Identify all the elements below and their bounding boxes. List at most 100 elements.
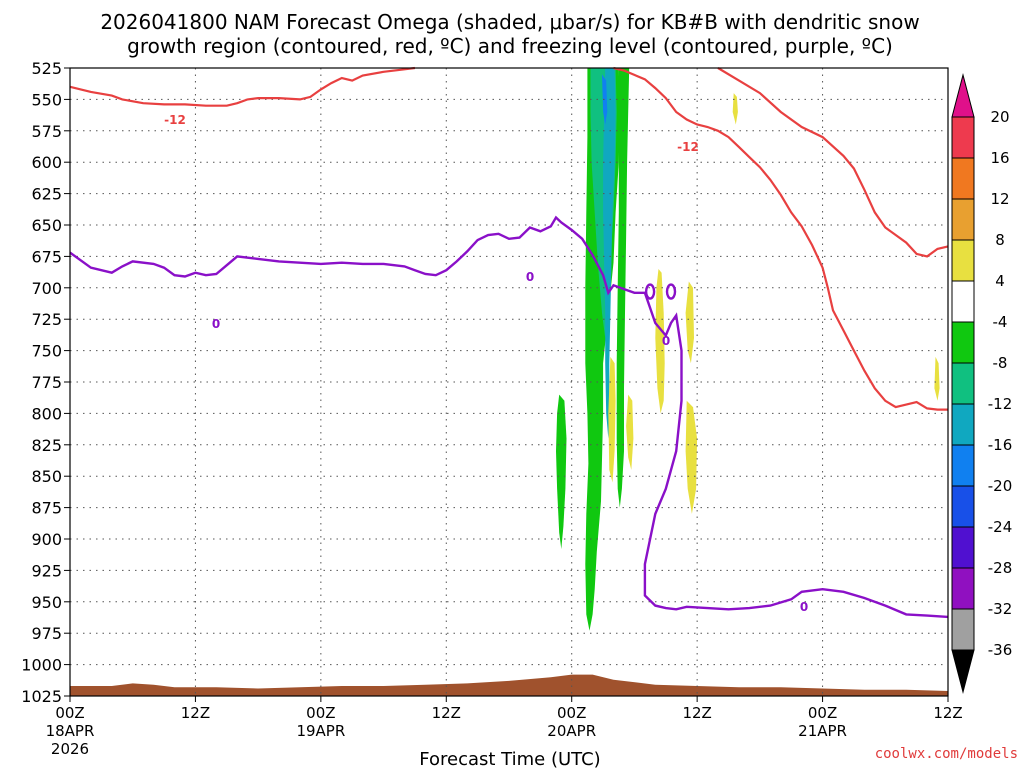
x-tick-date-6: 21APR <box>798 722 847 740</box>
omega-shade-10 <box>685 281 694 364</box>
x-tick-time-2: 00Z <box>306 704 335 722</box>
colorbar-swatch-10 <box>951 526 975 569</box>
plot-area: -12 -12 0 0 0 0 <box>69 66 949 697</box>
colorbar-label-2: 12 <box>990 190 1009 208</box>
y-tick-label-925: 925 <box>31 561 62 580</box>
dgz-contour-upper <box>69 66 416 107</box>
y-axis-ticks: 525 550 575 600 625 650 675 700 725 750 775 800 825 8… <box>21 59 70 706</box>
colorbar-swatch-3 <box>951 239 975 282</box>
colorbar-bottom-arrow <box>951 649 975 694</box>
omega-shade-12 <box>732 93 738 125</box>
omega-shading-layer <box>556 68 940 631</box>
credit-text: coolwx.com/models <box>875 746 1018 762</box>
colorbar-label-1: 16 <box>990 149 1009 167</box>
y-tick-label-650: 650 <box>31 216 62 235</box>
freezing-label-1: 0 <box>212 317 220 331</box>
colorbar-swatch-0 <box>951 116 975 159</box>
plot-background <box>70 68 948 696</box>
colorbar-label-6: -8 <box>993 354 1008 372</box>
freezing-label-2: 0 <box>526 270 534 284</box>
omega-shade-11 <box>685 400 698 514</box>
colorbar-label-8: -16 <box>988 436 1013 454</box>
colorbar-swatch-2 <box>951 198 975 241</box>
grid-layer <box>70 68 948 696</box>
colorbar-swatch-12 <box>951 608 975 651</box>
y-tick-label-975: 975 <box>31 624 62 643</box>
dgz-contour-right <box>613 66 948 411</box>
freezing-ring-0 <box>644 283 656 300</box>
colorbar-swatch-4 <box>951 280 975 323</box>
freezing-ring-1 <box>665 283 677 300</box>
colorbar-label-0: 20 <box>990 108 1009 126</box>
colorbar-swatch-8 <box>951 444 975 487</box>
colorbar-label-12: -32 <box>988 600 1013 618</box>
x-tick-time-3: 12Z <box>432 704 461 722</box>
dgz-contour-far <box>717 67 949 258</box>
x-tick-date-0: 18APR <box>46 722 95 740</box>
colorbar-label-10: -24 <box>988 518 1013 536</box>
colorbar-swatch-7 <box>951 403 975 446</box>
x-tick-date-2: 19APR <box>296 722 345 740</box>
x-tick-time-0: 00Z <box>55 704 84 722</box>
freezing-label-4: 0 <box>662 334 670 348</box>
colorbar-label-13: -36 <box>988 641 1013 659</box>
omega-shade-3 <box>592 426 599 539</box>
freezing-label-3: 0 <box>800 600 808 614</box>
colorbar-swatch-5 <box>951 321 975 364</box>
colorbar-swatch-11 <box>951 567 975 610</box>
y-tick-label-850: 850 <box>31 467 62 486</box>
y-tick-label-600: 600 <box>31 153 62 172</box>
contour-label-layer: -12 -12 0 0 0 0 <box>164 113 808 614</box>
colorbar-label-4: 4 <box>995 272 1005 290</box>
x-tick-time-5: 12Z <box>682 704 711 722</box>
y-tick-label-950: 950 <box>31 593 62 612</box>
chart-title-line-2: growth region (contoured, red, ºC) and f… <box>127 34 893 58</box>
dgz-label-upper: -12 <box>164 113 186 127</box>
colorbar-swatch-1 <box>951 157 975 200</box>
freezing-level-contour <box>69 215 949 619</box>
y-tick-label-725: 725 <box>31 310 62 329</box>
y-tick-label-1000: 1000 <box>21 656 62 675</box>
y-tick-label-675: 675 <box>31 247 62 266</box>
y-tick-label-875: 875 <box>31 499 62 518</box>
colorbar-swatch-9 <box>951 485 975 528</box>
y-tick-label-1025: 1025 <box>21 687 62 706</box>
x-axis-label: Forecast Time (UTC) <box>419 749 600 768</box>
omega-shade-13 <box>934 356 940 401</box>
omega-shade-2 <box>556 394 567 549</box>
y-tick-label-625: 625 <box>31 185 62 204</box>
x-tick-time-6: 00Z <box>808 704 837 722</box>
y-tick-label-525: 525 <box>31 59 62 78</box>
y-tick-label-700: 700 <box>31 279 62 298</box>
x-tick-time-4: 00Z <box>557 704 586 722</box>
omega-shade-7 <box>655 269 665 414</box>
colorbar-label-5: -4 <box>993 313 1008 331</box>
y-tick-label-550: 550 <box>31 90 62 109</box>
x-tick-time-7: 12Z <box>933 704 962 722</box>
terrain-fill <box>70 674 948 696</box>
y-tick-label-750: 750 <box>31 342 62 361</box>
contour-layer <box>69 66 949 619</box>
x-tick-time-1: 12Z <box>181 704 210 722</box>
omega-shade-5 <box>603 68 616 439</box>
terrain-layer <box>70 674 948 696</box>
omega-shade-8 <box>626 394 634 470</box>
y-tick-label-800: 800 <box>31 404 62 423</box>
colorbar: 20 16 12 8 4 -4 -8 -12 -16 -20 -24 -28 -32 -36 <box>951 73 1013 694</box>
y-tick-label-575: 575 <box>31 122 62 141</box>
colorbar-swatch-6 <box>951 362 975 405</box>
y-tick-label-900: 900 <box>31 530 62 549</box>
colorbar-top-arrow <box>951 73 975 118</box>
omega-shade-9 <box>608 356 616 483</box>
y-tick-label-825: 825 <box>31 436 62 455</box>
colorbar-label-7: -12 <box>988 395 1013 413</box>
colorbar-label-9: -20 <box>988 477 1013 495</box>
colorbar-label-11: -28 <box>988 559 1013 577</box>
dgz-label-right: -12 <box>677 140 699 154</box>
x-tick-year-0: 2026 <box>51 740 89 758</box>
omega-shade-6 <box>602 74 608 125</box>
y-tick-label-775: 775 <box>31 373 62 392</box>
colorbar-label-3: 8 <box>995 231 1005 249</box>
